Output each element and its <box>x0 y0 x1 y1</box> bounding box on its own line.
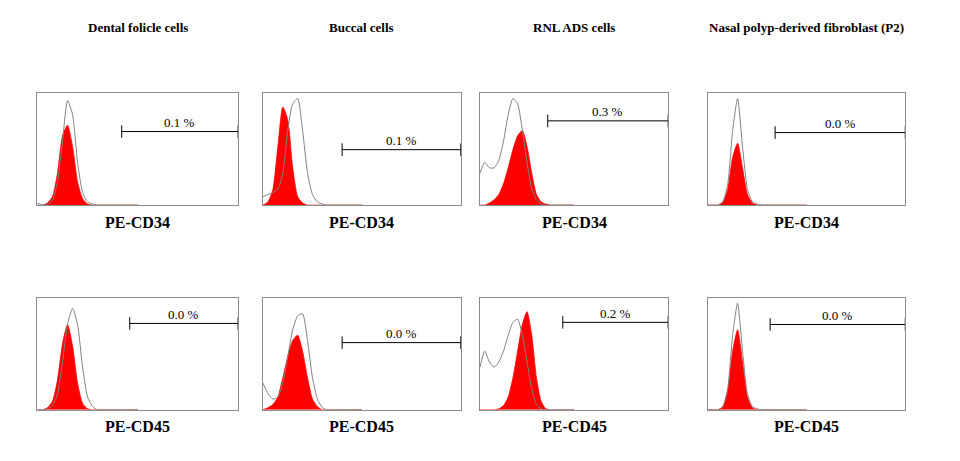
svg-text:PE-CD45: PE-CD45 <box>329 418 394 435</box>
svg-text:0.1 %: 0.1 % <box>386 133 417 148</box>
svg-text:Dental folicle cells: Dental folicle cells <box>88 20 188 35</box>
svg-text:PE-CD34: PE-CD34 <box>774 214 839 231</box>
svg-text:PE-CD34: PE-CD34 <box>542 214 607 231</box>
svg-text:PE-CD34: PE-CD34 <box>105 214 170 231</box>
svg-text:0.1 %: 0.1 % <box>164 115 195 130</box>
svg-text:0.0 %: 0.0 % <box>386 326 417 341</box>
svg-text:PE-CD45: PE-CD45 <box>105 418 170 435</box>
svg-text:PE-CD45: PE-CD45 <box>774 418 839 435</box>
svg-text:0.0 %: 0.0 % <box>168 307 199 322</box>
svg-text:Buccal cells: Buccal cells <box>329 20 394 35</box>
svg-text:0.2 %: 0.2 % <box>600 306 631 321</box>
svg-text:Nasal polyp-derived fibroblast: Nasal polyp-derived fibroblast (P2) <box>709 20 904 35</box>
svg-text:0.0 %: 0.0 % <box>822 308 853 323</box>
svg-text:0.3 %: 0.3 % <box>592 104 623 119</box>
svg-text:PE-CD34: PE-CD34 <box>329 214 394 231</box>
svg-text:0.0 %: 0.0 % <box>825 116 856 131</box>
svg-text:PE-CD45: PE-CD45 <box>542 418 607 435</box>
svg-text:RNL ADS cells: RNL ADS cells <box>533 20 615 35</box>
